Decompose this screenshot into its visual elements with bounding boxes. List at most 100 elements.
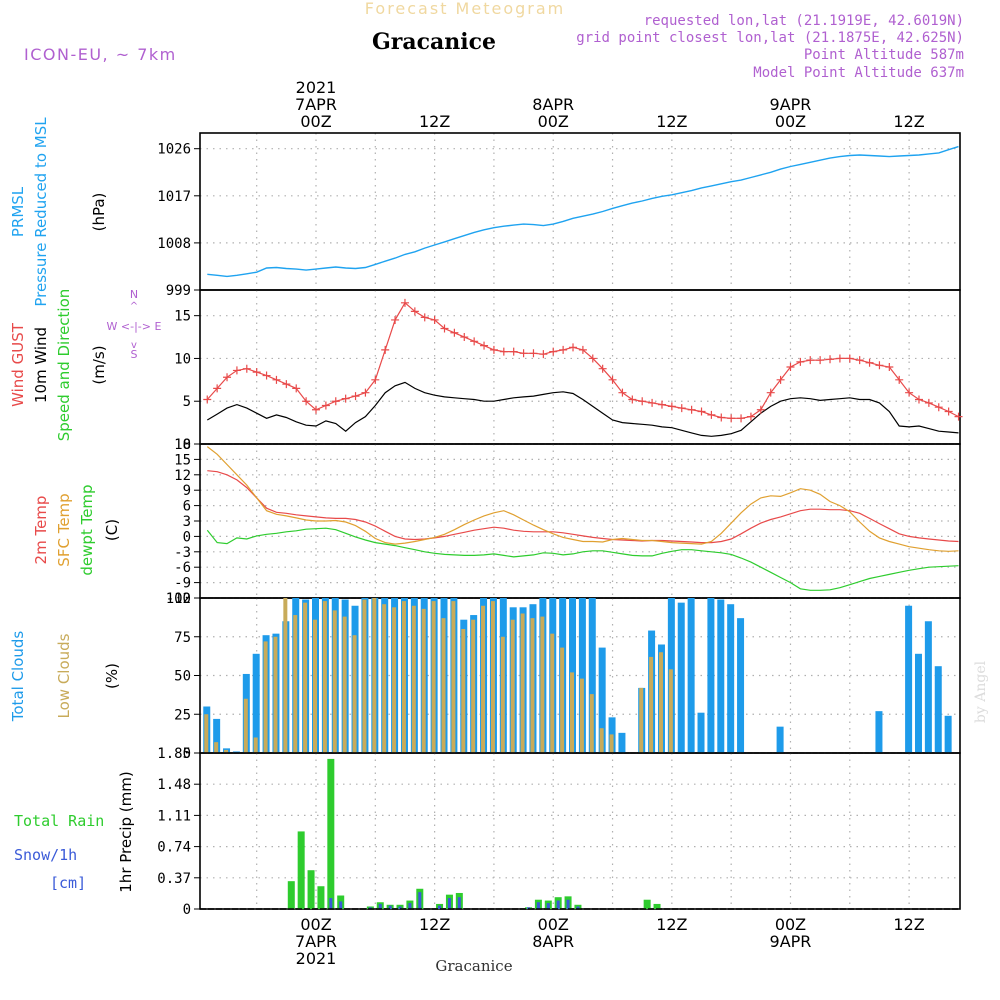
top-tick-label: 2021 xyxy=(296,78,337,97)
low-cloud-bar xyxy=(421,608,426,753)
gust-marker xyxy=(549,347,558,356)
total-cloud-bar xyxy=(687,598,695,753)
y-tick-label: -3 xyxy=(174,545,191,561)
gust-marker xyxy=(855,356,864,365)
low-cloud-bar xyxy=(579,678,584,753)
low-cloud-bar xyxy=(658,652,663,753)
gust-marker xyxy=(648,398,657,407)
total-cloud-bar xyxy=(707,598,715,753)
total-cloud-bar xyxy=(252,653,260,753)
snow-bar xyxy=(438,905,442,909)
clouds-panel: 0 25 50 75 100 xyxy=(166,591,961,762)
y-tick-label: 100 xyxy=(166,591,191,607)
bottom-tick-label: 12Z xyxy=(893,915,924,934)
low-cloud-bar xyxy=(243,698,248,753)
gust-marker xyxy=(638,397,647,406)
bottom-tick-label: 00Z xyxy=(538,915,569,934)
gust-marker xyxy=(203,395,212,404)
footer-location: Gracanice xyxy=(435,957,512,975)
low-cloud-bar xyxy=(540,616,545,753)
total-cloud-bar xyxy=(924,621,932,753)
y-tick-label: 18 xyxy=(174,437,191,453)
gust-marker xyxy=(835,354,844,363)
bottom-tick-label: 00Z xyxy=(775,915,806,934)
y-tick-label: 15 xyxy=(174,452,191,468)
wind-gust-line xyxy=(206,301,959,419)
temp-label-2m: 2m Temp xyxy=(32,496,50,565)
wind-panel: 0 5 10 15 xyxy=(174,289,963,453)
temp-label-sfc: SFC Temp xyxy=(55,493,73,566)
panel-labels: PRMSL Pressure Reduced to MSL (hPa) Wind GU… xyxy=(9,117,161,893)
y-tick-label: 9 xyxy=(183,483,191,499)
gust-marker xyxy=(717,413,726,422)
pressure-label-unit: (hPa) xyxy=(90,193,108,232)
total-cloud-bar xyxy=(578,598,586,753)
pressure-label-prmsl: PRMSL xyxy=(9,186,27,237)
rain-bar xyxy=(297,831,305,909)
y-tick-label: 6 xyxy=(183,499,191,515)
snow-bar xyxy=(457,897,461,909)
gust-marker xyxy=(618,388,627,397)
y-tick-label: 1017 xyxy=(157,189,191,205)
gust-marker xyxy=(628,395,637,404)
low-cloud-bar xyxy=(362,599,367,753)
gust-marker xyxy=(242,364,251,373)
y-tick-label: 1008 xyxy=(157,236,191,252)
top-tick-label: 00Z xyxy=(538,112,569,131)
precip-label-axis: 1hr Precip (mm) xyxy=(117,771,135,892)
gust-marker xyxy=(687,405,696,414)
low-cloud-bar xyxy=(372,598,377,753)
gust-marker xyxy=(796,357,805,366)
y-tick-label: -9 xyxy=(174,576,191,592)
low-cloud-bar xyxy=(589,694,594,753)
y-tick-label: 75 xyxy=(174,630,191,646)
snow-bar xyxy=(418,892,422,909)
y-tick-label: 0 xyxy=(183,437,191,453)
precip-legend-rain: Total Rain xyxy=(14,812,104,830)
low-cloud-bar xyxy=(342,616,347,753)
low-cloud-bar xyxy=(451,601,456,753)
total-cloud-bar xyxy=(875,711,883,753)
top-tick-label: 12Z xyxy=(656,112,687,131)
bottom-tick-label: 00Z xyxy=(300,915,331,934)
snow-bar xyxy=(527,907,531,909)
total-cloud-bar xyxy=(618,732,626,753)
gust-marker xyxy=(440,324,449,333)
low-cloud-bar xyxy=(303,602,308,753)
model-label: ICON-EU, ~ 7km xyxy=(24,45,177,64)
gust-marker xyxy=(499,347,508,356)
gust-marker xyxy=(954,412,963,421)
low-cloud-bar xyxy=(510,619,515,753)
gust-marker xyxy=(381,345,390,354)
y-tick-label: 1.11 xyxy=(157,808,191,824)
total-cloud-bar xyxy=(727,604,735,753)
wind-label-10m: 10m Wind xyxy=(32,327,50,403)
gust-marker xyxy=(232,366,241,375)
snow-bar xyxy=(329,898,333,909)
gust-marker xyxy=(371,375,380,384)
y-tick-label: 999 xyxy=(166,283,191,299)
snow-bar xyxy=(408,903,412,909)
gust-marker xyxy=(539,350,548,359)
total-cloud-bar xyxy=(905,605,913,753)
bottom-tick-label: 2021 xyxy=(296,949,337,968)
total-cloud-bar xyxy=(737,618,745,753)
gust-marker xyxy=(934,403,943,412)
low-cloud-bar xyxy=(224,749,229,753)
gust-marker xyxy=(351,392,360,401)
low-cloud-bar xyxy=(382,604,387,753)
y-tick-label: 1.48 xyxy=(157,777,191,793)
low-cloud-bar xyxy=(411,605,416,753)
total-cloud-bar xyxy=(598,647,606,753)
gust-marker xyxy=(806,356,815,365)
low-cloud-bar xyxy=(570,672,575,753)
gust-marker xyxy=(302,397,311,406)
compass-down: v xyxy=(131,340,137,351)
precip-legend-unit: [cm] xyxy=(50,874,86,892)
low-cloud-bar xyxy=(431,601,436,753)
gust-marker xyxy=(460,333,469,342)
y-tick-label: 12 xyxy=(174,468,191,484)
low-cloud-bar xyxy=(550,633,555,753)
low-cloud-bar xyxy=(204,714,209,753)
gust-marker xyxy=(559,345,568,354)
